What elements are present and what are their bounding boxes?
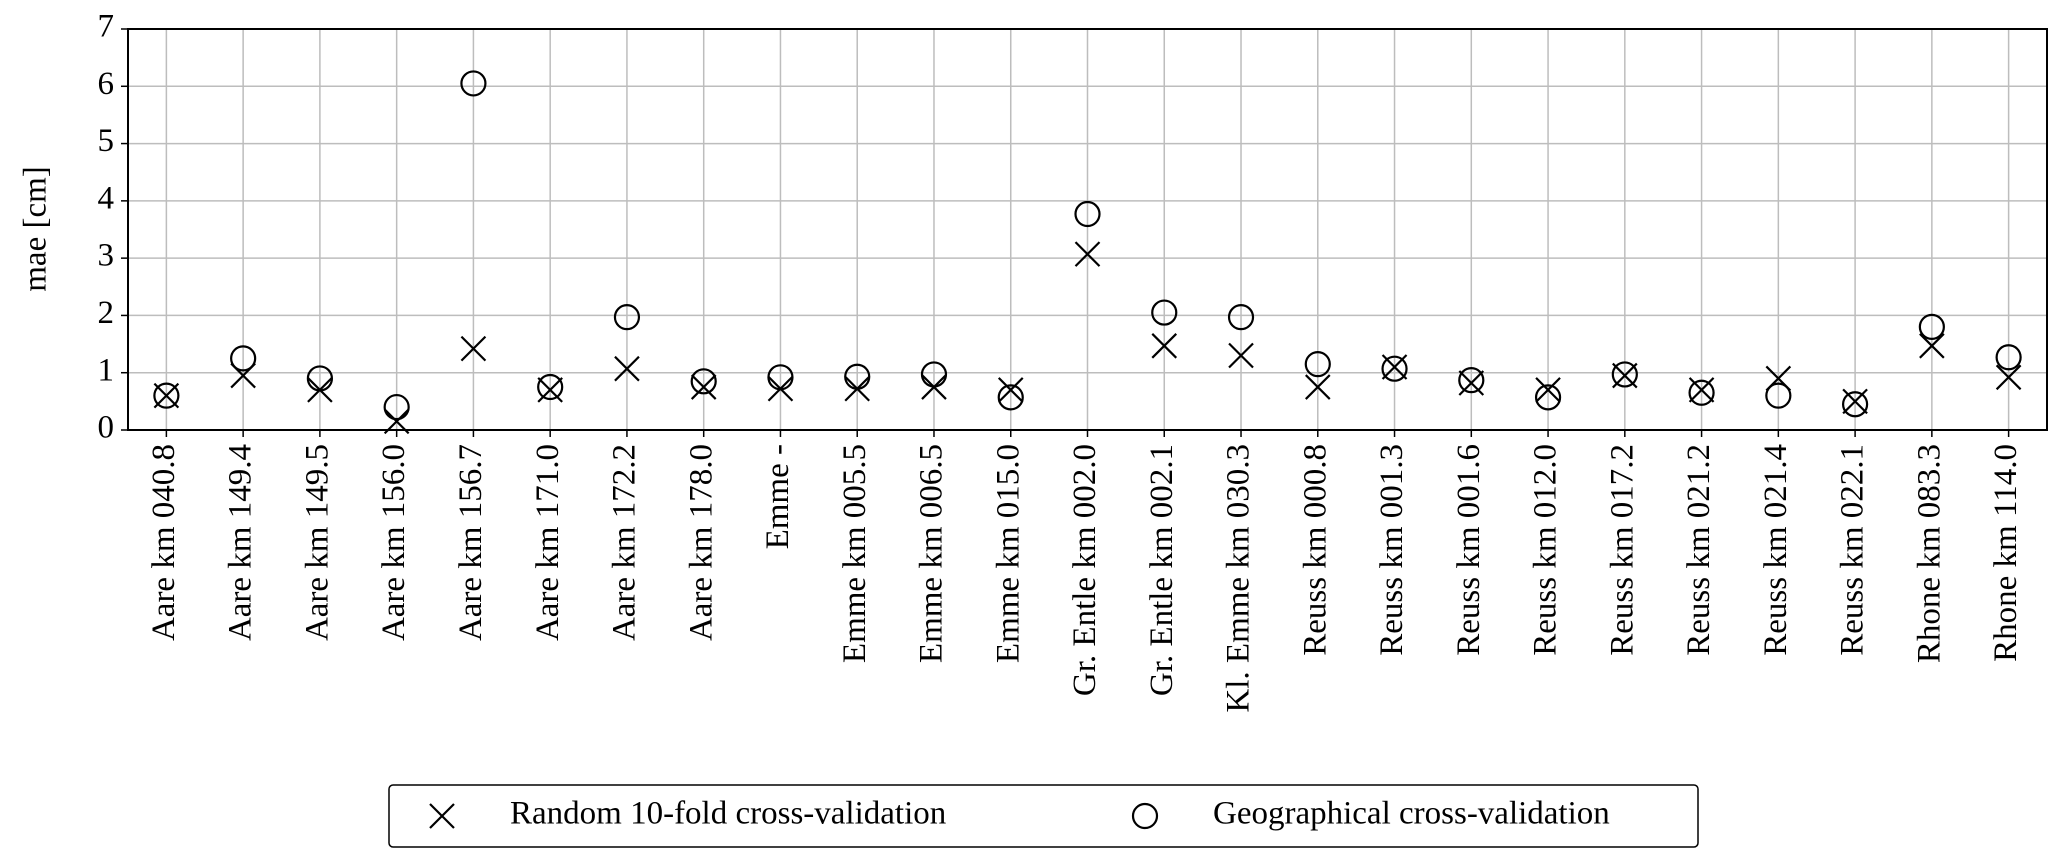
plot-frame — [127, 28, 2048, 431]
marker-o — [997, 384, 1024, 411]
marker-o — [1227, 304, 1255, 331]
marker-o — [1765, 382, 1792, 409]
y-tick-label: 2 — [98, 295, 115, 331]
legend: Random 10-fold cross-validation Geographi… — [388, 784, 1699, 848]
y-tick-label: 6 — [98, 66, 115, 102]
x-tick-label: Reuss km 012.0 — [1528, 444, 1564, 656]
marker-x — [1074, 241, 1101, 267]
y-tick-label: 3 — [98, 238, 115, 274]
x-tick-label: Reuss km 001.3 — [1374, 444, 1410, 656]
x-tick-label: Aare km 149.4 — [223, 444, 259, 641]
x-tick-label: Kl. Emme km 030.3 — [1221, 444, 1257, 713]
legend-marker — [1131, 802, 1159, 830]
marker-x — [1995, 364, 2022, 391]
marker-o — [306, 365, 333, 392]
marker-o — [690, 368, 717, 395]
marker-o — [1995, 344, 2022, 371]
marker-o — [1611, 361, 1638, 388]
x-tick-label: Aare km 156.0 — [376, 444, 412, 641]
x-tick-label: Reuss km 022.1 — [1835, 444, 1871, 656]
legend-box — [388, 784, 1699, 848]
marker-x — [1535, 377, 1561, 403]
y-tick-label: 5 — [98, 123, 115, 159]
legend-label: Random 10-fold cross-validation — [510, 796, 946, 832]
x-tick-label: Reuss km 001.6 — [1451, 444, 1487, 656]
marker-o — [230, 345, 257, 372]
x-tick-label: Reuss km 000.8 — [1297, 444, 1333, 656]
x-tick-label: Emme - — [760, 444, 796, 549]
marker-o — [460, 70, 487, 97]
y-tick-label: 1 — [98, 352, 115, 388]
x-tick-label: Emme km 006.5 — [914, 444, 950, 663]
marker-o — [613, 304, 641, 331]
y-tick-label: 7 — [98, 9, 115, 45]
marker-x — [1919, 333, 1945, 359]
x-tick-label: Reuss km 017.2 — [1604, 444, 1640, 656]
x-tick-label: Emme km 005.5 — [837, 444, 873, 663]
y-tick-label: 0 — [98, 410, 115, 446]
x-tick-label: Aare km 172.2 — [607, 444, 643, 641]
marker-x — [690, 374, 717, 400]
x-tick-label: Aare km 156.7 — [453, 444, 489, 641]
x-tick-label: Gr. Entle km 002.1 — [1144, 444, 1180, 696]
x-tick-label: Gr. Entle km 002.0 — [1067, 444, 1103, 696]
x-tick-label: Aare km 171.0 — [530, 444, 566, 641]
marker-x — [1305, 374, 1331, 400]
marker-o — [1074, 200, 1101, 228]
marker-o — [1534, 384, 1562, 411]
x-tick-label: Aare km 149.5 — [299, 444, 335, 641]
x-tick-label: Reuss km 021.4 — [1758, 444, 1794, 656]
marker-x — [1458, 370, 1485, 396]
marker-x — [383, 408, 410, 435]
marker-o — [1304, 351, 1331, 378]
legend-label: Geographical cross-validation — [1213, 796, 1610, 832]
marker-x — [1688, 377, 1715, 403]
marker-x — [537, 377, 563, 403]
marker-o — [1688, 379, 1715, 406]
x-tick-label: Emme km 015.0 — [990, 444, 1026, 663]
y-axis-label: mae [cm] — [18, 166, 54, 292]
marker-o — [383, 393, 410, 421]
marker-o — [767, 364, 794, 391]
y-tick-label: 4 — [98, 180, 115, 216]
x-tick-label: Aare km 040.8 — [146, 444, 182, 641]
marker-o — [1841, 391, 1869, 418]
x-tick-label: Reuss km 021.2 — [1681, 444, 1717, 656]
marker-o — [153, 382, 180, 409]
marker-o — [1918, 313, 1945, 340]
marker-o — [1151, 299, 1178, 326]
marker-x — [1151, 333, 1178, 359]
marker-o — [844, 363, 871, 390]
legend-marker — [429, 803, 455, 829]
marker-x — [997, 377, 1024, 403]
x-tick-label: Rhone km 114.0 — [1988, 444, 2024, 662]
marker-x — [1842, 388, 1868, 415]
marker-o — [920, 361, 948, 388]
marker-x — [460, 335, 487, 362]
marker-x — [614, 355, 640, 382]
x-tick-label: Aare km 178.0 — [683, 444, 719, 641]
marker-o — [1458, 367, 1485, 394]
marker-x — [1228, 342, 1254, 369]
x-tick-label: Rhone km 083.3 — [1911, 444, 1947, 663]
marker-o — [1381, 355, 1408, 382]
marker-o — [537, 373, 564, 401]
